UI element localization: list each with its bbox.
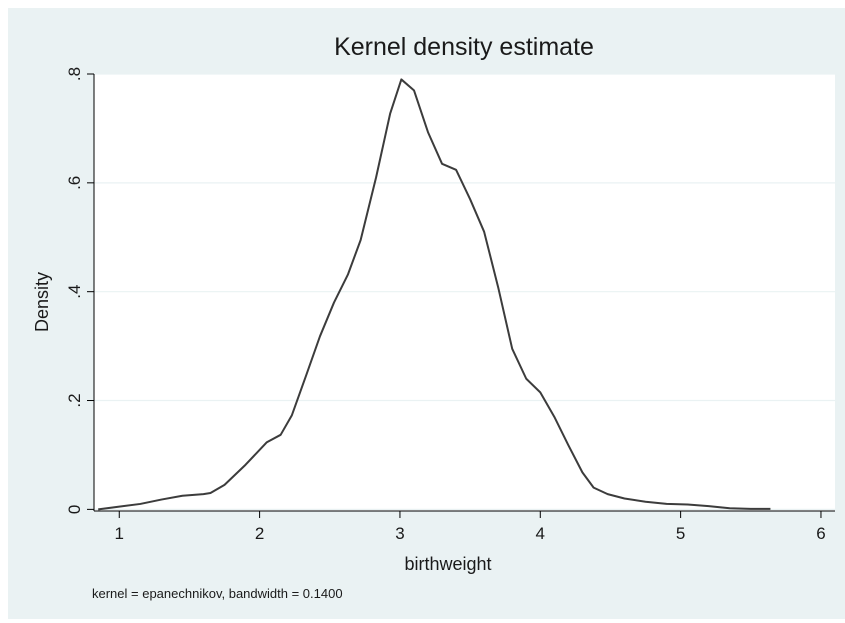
y-tick-label-0: 0 <box>65 505 84 514</box>
y-tick-label-1: .2 <box>65 393 84 407</box>
y-axis-label: Density <box>32 272 52 332</box>
x-tick-label-2: 2 <box>255 524 264 543</box>
grid-lines <box>94 73 835 510</box>
kernel-note: kernel = epanechnikov, bandwidth = 0.140… <box>92 586 343 601</box>
plot-area <box>94 74 835 511</box>
kernel-density-chart: 1 2 3 4 5 6 0 .2 .4 .6 .8 Kernel density estimate… <box>32 33 835 601</box>
x-tick-label-4: 4 <box>536 524 545 543</box>
density-curve-line <box>98 78 771 511</box>
y-tick-label-2: .4 <box>65 285 84 299</box>
chart-figure: 1 2 3 4 5 6 0 .2 .4 .6 .8 Kernel density estimate… <box>8 8 845 619</box>
x-axis-label: birthweight <box>404 554 491 574</box>
y-tick-label-3: .6 <box>65 176 84 190</box>
axes <box>93 74 835 512</box>
y-ticks: 0 .2 .4 .6 .8 <box>65 67 94 514</box>
x-tick-label-5: 5 <box>676 524 685 543</box>
y-tick-label-4: .8 <box>65 67 84 81</box>
x-ticks: 1 2 3 4 5 6 <box>115 511 826 543</box>
chart-title: Kernel density estimate <box>334 33 594 61</box>
x-tick-label-3: 3 <box>395 524 404 543</box>
x-tick-label-1: 1 <box>115 524 124 543</box>
x-tick-label-6: 6 <box>816 524 825 543</box>
